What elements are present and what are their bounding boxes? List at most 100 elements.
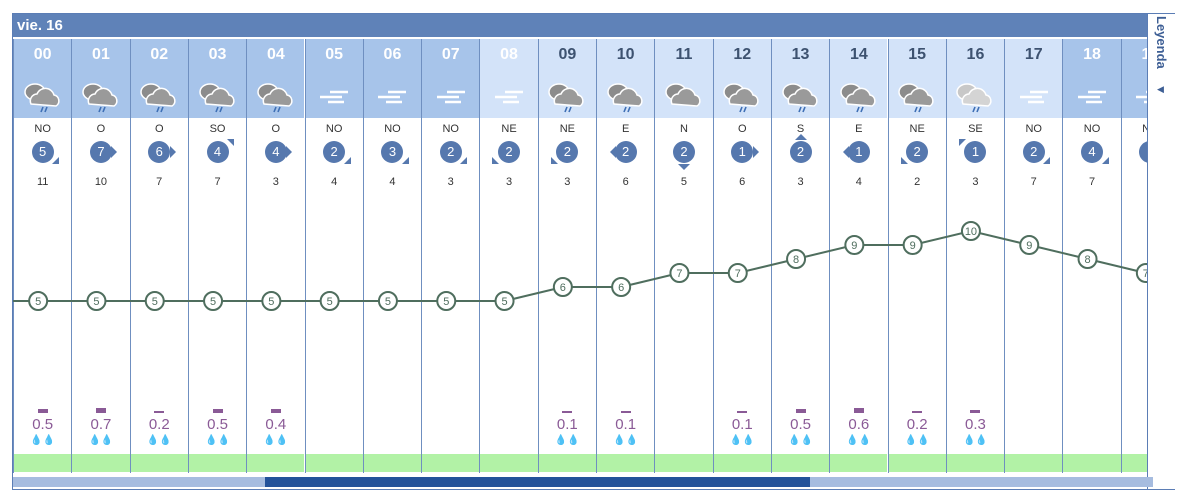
wind-arrow-icon <box>460 157 468 164</box>
temperature-point: 5 <box>494 291 515 311</box>
hour-column-09: 09 NE 2 3 0.1 💧💧 <box>537 39 596 473</box>
precip-value: 0.6 <box>848 416 870 433</box>
wind-arrow-icon <box>958 139 966 146</box>
green-band <box>655 454 713 472</box>
temperature-point: 8 <box>1077 249 1098 269</box>
horizontal-scrollbar[interactable] <box>13 477 1153 487</box>
temperature-value: 7 <box>735 268 741 280</box>
temperature-point: 5 <box>377 291 398 311</box>
temperature-value: 5 <box>385 296 391 308</box>
wind-direction: E <box>621 123 630 135</box>
green-band <box>422 454 480 472</box>
green-band <box>830 454 888 472</box>
precip-value: 0.7 <box>90 416 112 433</box>
temperature-value: 5 <box>152 296 158 308</box>
precip-intensity-bar <box>562 411 573 413</box>
green-band <box>247 454 305 472</box>
wind-speed-badge: 2 <box>672 141 695 163</box>
green-band <box>713 454 771 472</box>
green-band <box>14 454 72 472</box>
precip-value: 0.1 <box>615 416 637 433</box>
green-band <box>305 454 363 472</box>
legend-toggle[interactable]: Leyenda ◀ <box>1147 14 1175 489</box>
temperature-chart: 5 5 5 5 5 5 5 5 5 6 6 7 7 8 9 9 10 9 8 7 <box>13 221 1147 311</box>
wind-direction: O <box>737 123 747 135</box>
hour-column-17: 17 NO 2 7 <box>1004 39 1063 473</box>
precip-intensity-bar <box>853 408 864 413</box>
rain-icon <box>888 75 946 118</box>
precip-intensity-bar <box>737 411 748 413</box>
hour-label: 19 <box>1121 39 1147 75</box>
rain-icon <box>771 75 830 118</box>
wind-speed-badge: 1 <box>964 141 987 163</box>
wind-gust: 6 <box>622 176 629 188</box>
wind-gust: 3 <box>797 176 804 188</box>
temperature-value: 6 <box>560 282 566 294</box>
wind-gust: 7 <box>1030 176 1037 188</box>
green-band <box>597 454 655 472</box>
precip-intensity-bar <box>912 411 923 413</box>
wind-gust: 3 <box>972 176 979 188</box>
wind-gust: 3 <box>564 176 571 188</box>
precip-intensity-bar <box>95 408 106 413</box>
green-band <box>1005 454 1063 472</box>
precip-intensity-bar <box>212 409 223 413</box>
fog-icon <box>422 75 480 118</box>
wind-speed-badge: 2 <box>789 141 812 163</box>
temperature-point: 5 <box>319 291 340 311</box>
rain-drops-icon: 💧💧 <box>146 435 172 446</box>
hour-column-02: 02 O 6 7 0.2 💧💧 <box>129 39 188 473</box>
precip-value: 0.2 <box>148 416 170 433</box>
wind-direction: NO <box>34 123 51 135</box>
wind-direction: NO <box>325 123 343 135</box>
wind-arrow-icon <box>610 146 616 158</box>
precip-value: 0.4 <box>265 416 287 433</box>
wind-speed-badge: 2 <box>439 141 462 163</box>
rain-drops-icon: 💧💧 <box>846 435 872 446</box>
green-band <box>363 454 422 472</box>
hour-column-06: 06 NO 3 4 <box>362 39 422 473</box>
hour-column-00: 00 NO 5 11 0.5 💧💧 <box>13 39 72 473</box>
temperature-point: 7 <box>1135 263 1147 283</box>
rain-drops-icon: 💧💧 <box>962 435 988 446</box>
precip-value: 0.5 <box>32 416 54 433</box>
hour-column-08: 08 NE 2 3 <box>479 39 538 473</box>
temperature-value: 7 <box>1143 268 1147 280</box>
precip-value: 0.2 <box>906 416 928 433</box>
wind-speed-badge: 2 <box>614 141 637 163</box>
scrollbar-thumb[interactable] <box>265 477 810 487</box>
hour-label: 11 <box>655 39 713 75</box>
hour-label: 06 <box>363 39 422 75</box>
rain-icon <box>247 75 305 118</box>
wind-direction: SO <box>209 123 226 135</box>
wind-speed-badge <box>1139 141 1147 163</box>
wind-speed-badge: 5 <box>31 141 54 163</box>
cloud-icon <box>655 75 713 118</box>
rain-icon <box>14 75 72 118</box>
precip-value: 0.1 <box>731 416 753 433</box>
wind-arrow-icon <box>492 157 500 164</box>
temperature-point: 5 <box>144 291 165 311</box>
temperature-value: 9 <box>1026 240 1032 252</box>
wind-arrow-icon <box>900 157 908 164</box>
wind-arrow-icon <box>52 157 60 164</box>
hour-column-13: 13 S 2 3 0.5 💧💧 <box>770 39 830 473</box>
wind-direction: NE <box>501 123 517 135</box>
wind-gust: 4 <box>389 176 396 188</box>
wind-gust: 5 <box>680 176 687 188</box>
wind-arrow-icon <box>1101 157 1109 164</box>
fog-icon <box>1063 75 1121 118</box>
wind-arrow-icon <box>227 139 235 146</box>
hour-column-04: 04 O 4 3 0.4 💧💧 <box>246 39 305 473</box>
precip-intensity-bar <box>620 411 631 413</box>
wind-direction: SE <box>968 123 983 135</box>
wind-direction: O <box>271 123 281 135</box>
wind-arrow-icon <box>286 146 293 158</box>
hour-column-15: 15 NE 2 2 0.2 💧💧 <box>887 39 946 473</box>
temperature-value: 9 <box>851 240 857 252</box>
hour-label: 01 <box>72 39 130 75</box>
rain-drops-icon: 💧💧 <box>88 435 114 446</box>
green-band <box>480 454 538 472</box>
hour-label: 05 <box>305 39 363 75</box>
temperature-point: 5 <box>86 291 107 311</box>
